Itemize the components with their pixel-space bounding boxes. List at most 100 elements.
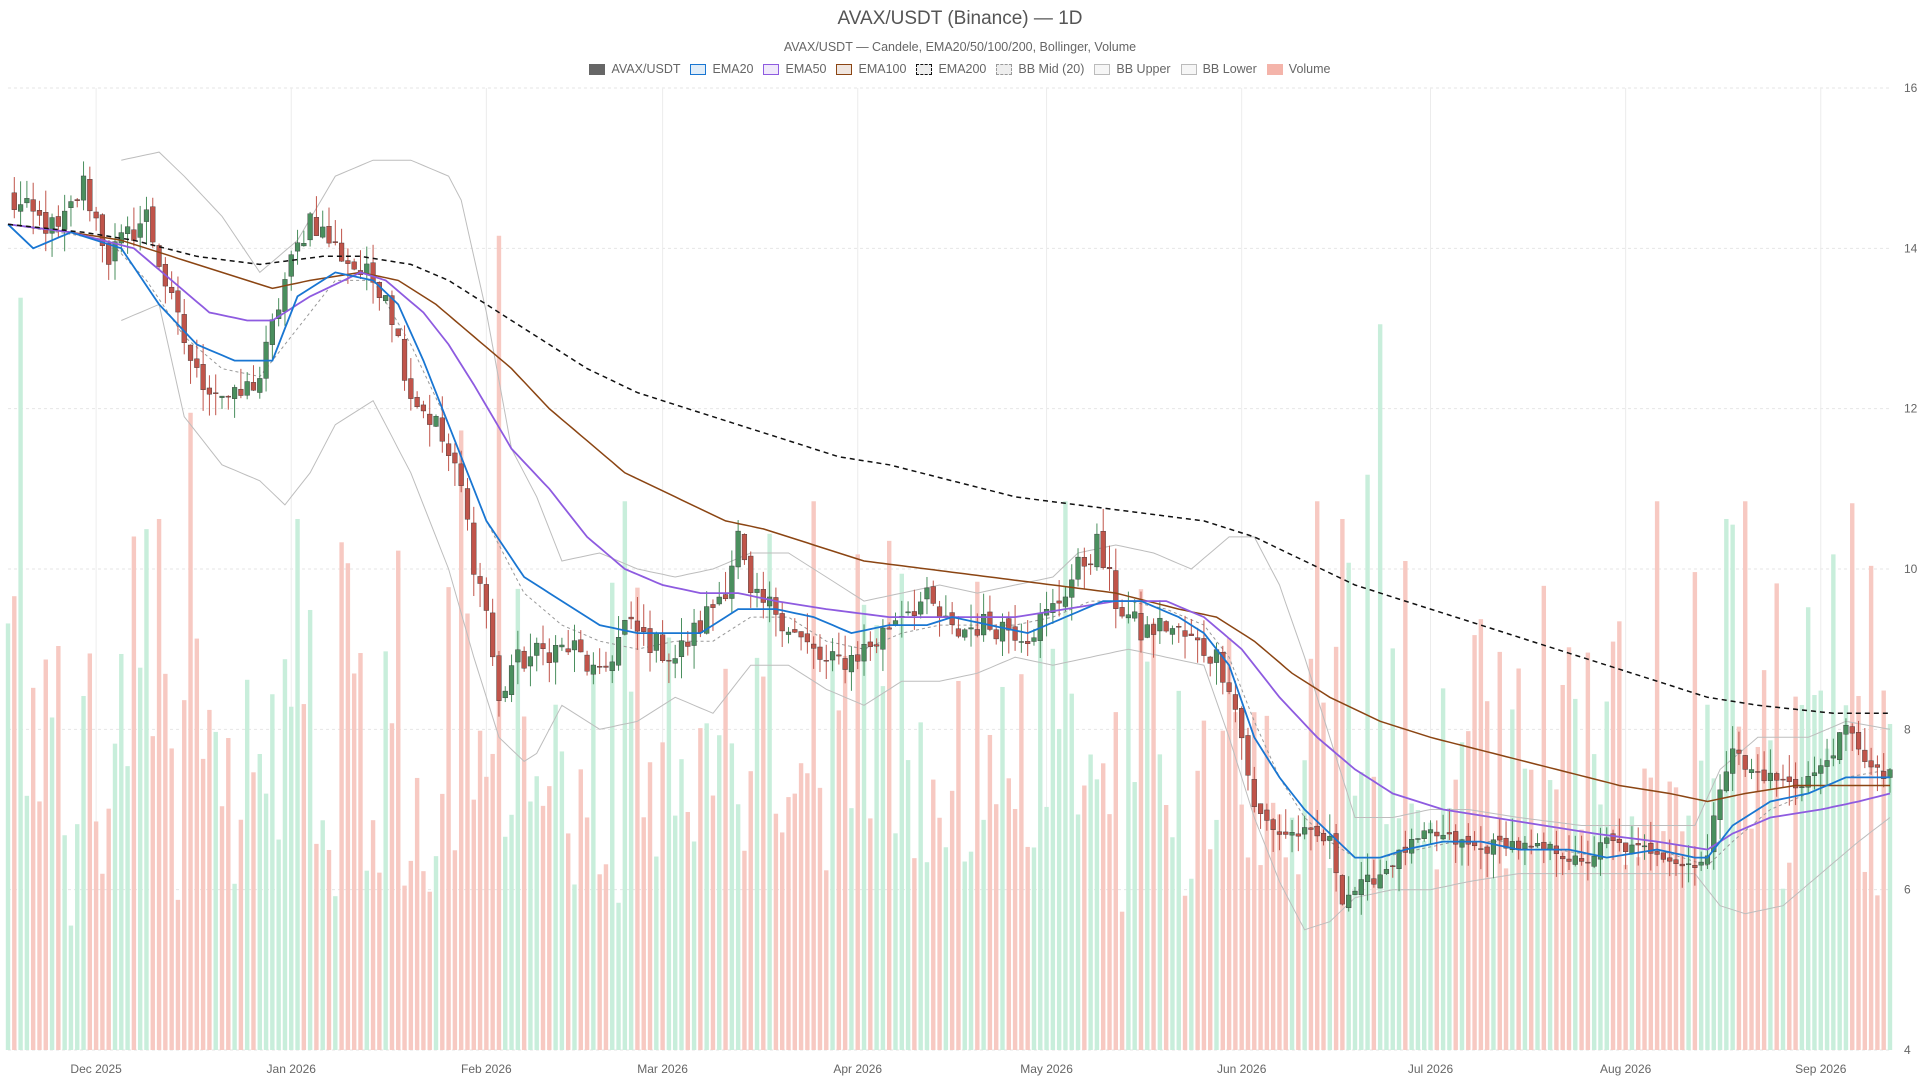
x-tick-label: Aug 2026 bbox=[1600, 1062, 1652, 1076]
candle-body bbox=[1799, 786, 1805, 789]
candle-body bbox=[1220, 651, 1226, 683]
volume-bar bbox=[1000, 686, 1005, 1050]
x-tick-label: Dec 2025 bbox=[70, 1062, 122, 1076]
candle-body bbox=[1396, 849, 1402, 869]
volume-bar bbox=[112, 743, 118, 1050]
volume-bar bbox=[704, 723, 709, 1050]
volume-bar bbox=[1554, 789, 1559, 1050]
volume-bar bbox=[1415, 810, 1421, 1050]
legend-item[interactable]: EMA20 bbox=[690, 62, 753, 76]
candle-body bbox=[1006, 618, 1012, 631]
candle-body bbox=[1364, 874, 1371, 882]
candle-body bbox=[1232, 694, 1238, 710]
legend-item[interactable]: Volume bbox=[1266, 62, 1331, 76]
volume-bar bbox=[452, 850, 458, 1050]
candle-body bbox=[446, 443, 452, 456]
volume-bar bbox=[893, 833, 898, 1050]
candle-body bbox=[1440, 834, 1446, 840]
volume-bar bbox=[106, 808, 111, 1050]
candle-body bbox=[886, 627, 892, 630]
candle-body bbox=[1830, 755, 1836, 759]
legend-item[interactable]: BB Upper bbox=[1094, 62, 1171, 76]
volume-bar bbox=[1805, 607, 1811, 1050]
candle-body bbox=[1427, 829, 1434, 834]
legend-item[interactable]: BB Lower bbox=[1180, 62, 1257, 76]
legend-swatch bbox=[1266, 63, 1283, 75]
y-tick-label: 16 bbox=[1904, 81, 1918, 95]
volume-bar bbox=[301, 704, 307, 1050]
candle-body bbox=[477, 576, 483, 584]
volume-bar bbox=[540, 805, 546, 1050]
volume-bar bbox=[1377, 324, 1383, 1050]
candle-body bbox=[74, 199, 80, 201]
candle-body bbox=[345, 260, 351, 264]
volume-bar bbox=[175, 899, 181, 1050]
candle-body bbox=[1711, 815, 1717, 853]
candle-body bbox=[615, 637, 622, 666]
volume-bar bbox=[1831, 554, 1836, 1050]
volume-bar bbox=[333, 896, 338, 1050]
legend-item[interactable]: BB Mid (20) bbox=[996, 62, 1084, 76]
candle-body bbox=[232, 387, 238, 399]
volume-bar bbox=[251, 772, 256, 1050]
volume-bar bbox=[899, 573, 904, 1050]
volume-bar bbox=[1837, 744, 1842, 1050]
candle-body bbox=[1434, 831, 1440, 837]
volume-bar bbox=[1812, 695, 1817, 1050]
candle-body bbox=[1673, 859, 1679, 864]
candle-body bbox=[1585, 861, 1591, 864]
volume-bar bbox=[1818, 690, 1823, 1050]
candle-body bbox=[508, 665, 515, 695]
volume-bar bbox=[534, 776, 539, 1050]
volume-bar bbox=[471, 799, 476, 1050]
candle-body bbox=[1289, 832, 1295, 836]
candle-body bbox=[401, 338, 408, 381]
candle-body bbox=[30, 199, 36, 212]
volume-bar bbox=[723, 668, 728, 1050]
candle-body bbox=[880, 627, 886, 650]
volume-bar bbox=[748, 771, 753, 1050]
legend-item[interactable]: EMA100 bbox=[836, 62, 906, 76]
candle-body bbox=[855, 654, 861, 662]
y-tick-label: 6 bbox=[1904, 883, 1911, 897]
legend-swatch bbox=[690, 63, 707, 75]
volume-bar bbox=[849, 808, 854, 1050]
volume-bar bbox=[773, 813, 779, 1050]
legend-item[interactable]: AVAX/USDT bbox=[589, 62, 680, 76]
candle-body bbox=[704, 606, 710, 634]
candle-body bbox=[49, 217, 55, 234]
volume-bar bbox=[1541, 585, 1547, 1050]
candle-body bbox=[710, 604, 716, 608]
volume-bar bbox=[811, 501, 816, 1050]
x-tick-label: Apr 2026 bbox=[833, 1062, 882, 1076]
candle-body bbox=[1195, 637, 1201, 641]
volume-bar bbox=[1107, 814, 1112, 1050]
candle-body bbox=[1113, 570, 1119, 609]
volume-bar bbox=[1006, 778, 1011, 1050]
candle-body bbox=[1591, 855, 1597, 867]
candle-body bbox=[1560, 856, 1566, 860]
volume-bar bbox=[975, 581, 980, 1050]
legend-item[interactable]: EMA200 bbox=[916, 62, 986, 76]
x-tick-label: Sep 2026 bbox=[1795, 1062, 1847, 1076]
volume-bar bbox=[1598, 804, 1603, 1050]
volume-bar bbox=[1591, 754, 1597, 1050]
volume-bar bbox=[528, 801, 533, 1050]
volume-bar bbox=[666, 637, 672, 1050]
volume-bar bbox=[1623, 864, 1628, 1050]
volume-bar bbox=[295, 518, 300, 1050]
candle-body bbox=[741, 534, 748, 561]
candle-body bbox=[949, 612, 955, 625]
volume-bar bbox=[1793, 696, 1798, 1050]
candle-body bbox=[1855, 732, 1862, 750]
volume-bar bbox=[414, 777, 420, 1050]
volume-bar bbox=[1491, 878, 1496, 1050]
volume-bar bbox=[603, 864, 609, 1050]
volume-bar bbox=[1717, 840, 1723, 1050]
candle-body bbox=[918, 601, 924, 615]
volume-bar bbox=[578, 769, 583, 1050]
ema20-line bbox=[7, 223, 1890, 859]
legend-item[interactable]: EMA50 bbox=[763, 62, 826, 76]
candle-body bbox=[553, 645, 559, 663]
